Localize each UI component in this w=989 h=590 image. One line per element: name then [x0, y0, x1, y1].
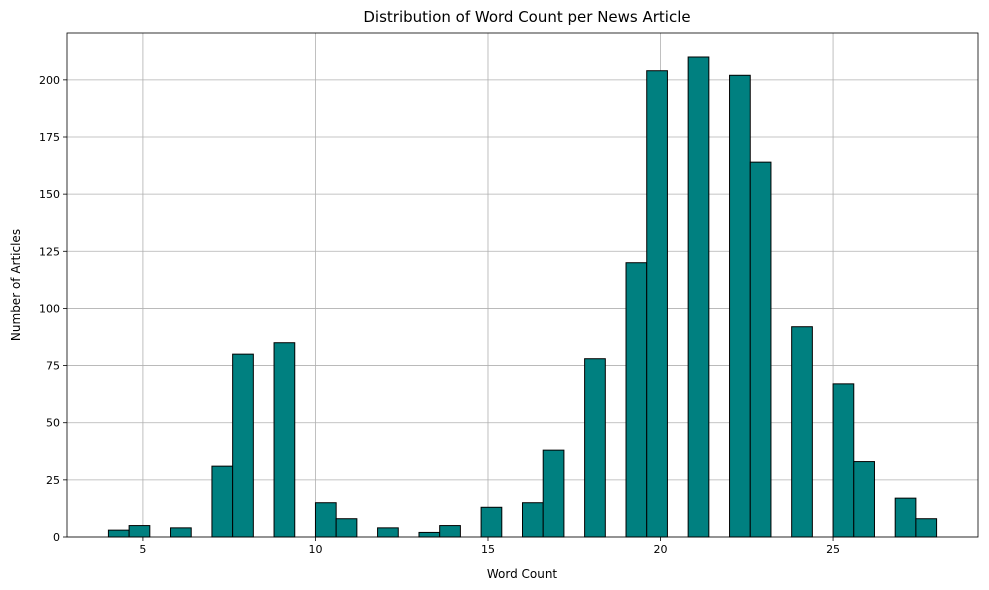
- histogram-bar-19: [749, 161, 772, 538]
- histogram-bar-9: [418, 531, 441, 538]
- x-axis-label: Word Count: [487, 567, 558, 581]
- histogram-bar-23: [894, 497, 917, 538]
- histogram-bar-17: [687, 56, 710, 538]
- histogram-bar-7: [335, 518, 358, 538]
- histogram-bar-15: [625, 262, 648, 538]
- histogram-bar-13: [542, 449, 565, 538]
- y-tick-label-2: 50: [46, 417, 60, 430]
- histogram-bar-8: [377, 527, 399, 538]
- histogram-bar-12: [522, 502, 544, 538]
- y-tick-label-1: 25: [46, 474, 60, 487]
- chart-title: Distribution of Word Count per News Arti…: [363, 8, 690, 26]
- y-tick-label-7: 175: [39, 131, 60, 144]
- histogram-bar-24: [915, 518, 938, 538]
- histogram-bar-20: [791, 326, 813, 538]
- x-tick-label-1: 10: [308, 543, 322, 556]
- y-tick-label-5: 125: [39, 245, 60, 258]
- histogram-bar-11: [480, 506, 503, 538]
- histogram-bar-2: [170, 527, 192, 538]
- y-axis-ticks: 0 25 50 75 100 125 150 175 200: [39, 74, 67, 544]
- y-tick-label-0: 0: [53, 531, 60, 544]
- histogram-bar-16: [646, 70, 668, 538]
- histogram-bar-10: [439, 525, 461, 538]
- x-tick-label-0: 5: [139, 543, 146, 556]
- histogram-bar-6: [314, 502, 337, 538]
- plot-area-frame: [66, 32, 979, 538]
- histogram-bar-1: [128, 525, 151, 538]
- histogram-bar-0: [107, 529, 130, 538]
- x-tick-label-2: 15: [481, 543, 495, 556]
- y-tick-label-6: 150: [39, 188, 60, 201]
- bars: [107, 56, 938, 538]
- y-tick-label-8: 200: [39, 74, 60, 87]
- histogram-bar-3: [211, 465, 234, 538]
- histogram-bar-5: [273, 342, 296, 538]
- y-tick-label-4: 100: [39, 302, 60, 315]
- x-tick-label-4: 25: [826, 543, 840, 556]
- histogram-bar-14: [584, 358, 606, 538]
- histogram-bar-22: [853, 461, 875, 538]
- y-axis-label: Number of Articles: [9, 229, 23, 341]
- histogram-bar-4: [232, 353, 254, 538]
- histogram-bar-21: [832, 383, 855, 538]
- x-tick-label-3: 20: [654, 543, 668, 556]
- y-tick-label-3: 75: [46, 360, 60, 373]
- histogram-bar-18: [729, 74, 751, 538]
- x-axis-ticks: 5 10 15 20 25: [139, 537, 840, 556]
